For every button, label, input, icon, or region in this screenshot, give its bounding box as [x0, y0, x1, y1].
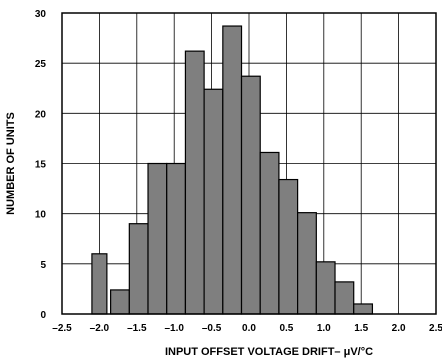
histogram-bar — [278, 178, 299, 315]
y-tick-label: 20 — [35, 109, 47, 120]
x-axis-tick-labels: –2.5 –2.0 –1.5 –1.0 –0.5 0.0 0.5 1.0 1.5 2.0 2.5 — [52, 323, 442, 334]
x-tick-label: 1.0 — [317, 323, 331, 334]
histogram-bars — [91, 25, 374, 315]
x-tick-label: 2.5 — [429, 323, 442, 334]
histogram-bar — [222, 25, 243, 315]
histogram-bar — [315, 261, 336, 315]
y-tick-label: 5 — [40, 260, 46, 271]
x-tick-label: –0.5 — [202, 323, 222, 334]
x-tick-label: –1.5 — [127, 323, 147, 334]
y-tick-label: 0 — [40, 310, 46, 321]
histogram-bar — [166, 162, 187, 315]
x-tick-label: –1.0 — [164, 323, 184, 334]
histogram-bar — [203, 88, 224, 315]
histogram-bar — [91, 253, 108, 315]
y-tick-label: 15 — [35, 160, 47, 171]
x-tick-label: –2.5 — [52, 323, 72, 334]
histogram-bar — [353, 303, 374, 315]
y-tick-label: 10 — [35, 210, 47, 221]
y-axis-title: NUMBER OF UNITS — [5, 112, 17, 215]
histogram-bar — [110, 289, 130, 315]
histogram-bar — [297, 212, 317, 315]
y-tick-label: 30 — [35, 9, 47, 20]
x-axis-title: INPUT OFFSET VOLTAGE DRIFT– μV/°C — [165, 346, 373, 358]
x-tick-label: 0.0 — [242, 323, 256, 334]
x-tick-label: –2.0 — [90, 323, 110, 334]
histogram-bar — [334, 281, 355, 315]
y-axis-tick-labels: 0 5 10 15 20 25 30 — [35, 9, 47, 321]
y-tick-label: 25 — [35, 59, 47, 70]
histogram-bar — [147, 162, 168, 315]
histogram-bar — [184, 50, 205, 315]
x-tick-label: 1.5 — [354, 323, 368, 334]
histogram-bar — [128, 223, 149, 315]
x-tick-label: 2.0 — [392, 323, 406, 334]
plot-area-border — [61, 12, 437, 315]
histogram-bar — [259, 151, 280, 315]
x-tick-label: 0.5 — [279, 323, 293, 334]
histogram-bar — [240, 75, 261, 315]
